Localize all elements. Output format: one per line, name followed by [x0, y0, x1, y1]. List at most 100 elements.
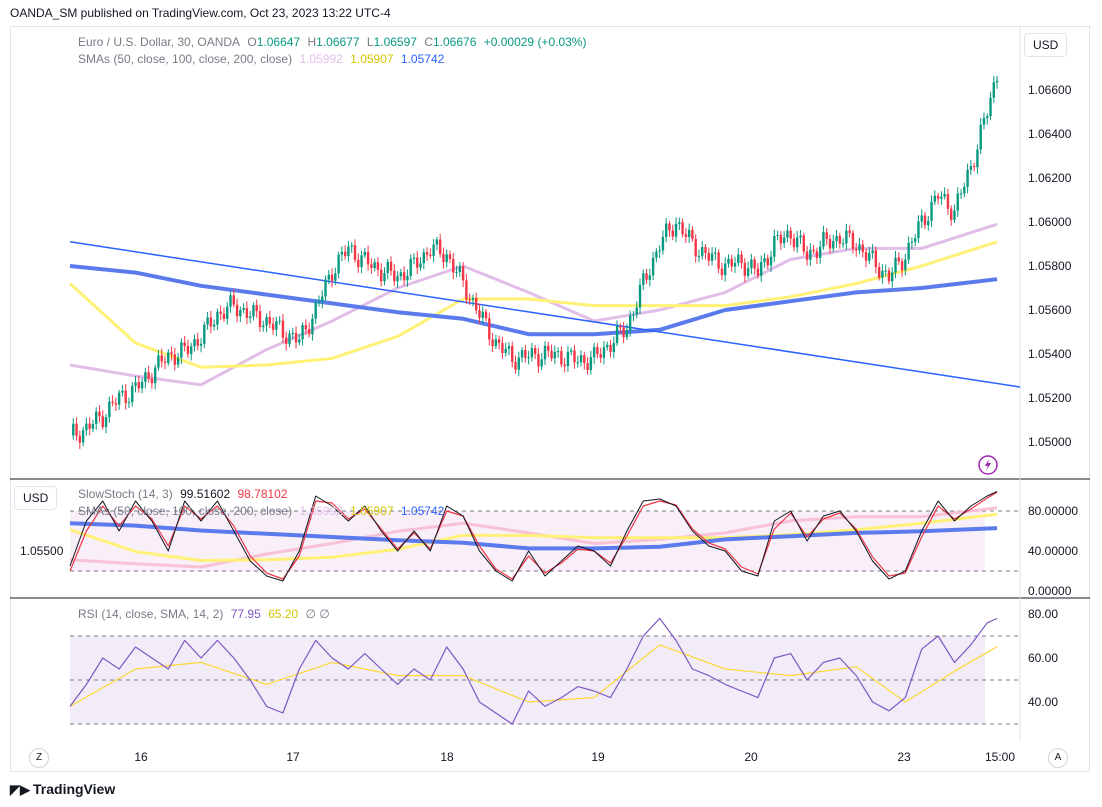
candle-body: [304, 325, 308, 330]
candle-body: [127, 402, 131, 404]
stoch-legend: SlowStoch (14, 3) 99.51602 98.78102: [78, 487, 292, 501]
candle-body: [828, 238, 832, 249]
price-tick-label: 1.05000: [1028, 435, 1072, 449]
candle-body: [894, 257, 897, 273]
zoom-button[interactable]: Z: [29, 748, 49, 768]
candle-body: [936, 195, 940, 199]
candle-body: [199, 343, 203, 346]
candle-body: [720, 268, 724, 276]
candle-body: [668, 223, 671, 231]
candle-body: [432, 244, 435, 256]
auto-scale-button[interactable]: A: [1048, 748, 1068, 768]
candle-body: [871, 250, 874, 254]
candle-body: [475, 297, 478, 311]
candle-body: [570, 350, 573, 352]
candle-body: [615, 325, 619, 344]
candle-body: [923, 215, 927, 226]
candle-body: [343, 251, 347, 257]
candle-body: [484, 311, 488, 319]
candle-body: [524, 350, 527, 358]
candle-body: [687, 229, 691, 237]
time-tick-label: 16: [134, 750, 148, 764]
candle-body: [776, 234, 779, 236]
rsi-ma-value: 65.20: [268, 607, 299, 621]
candle-body: [137, 382, 140, 389]
stoch-sma50-line: [69, 506, 998, 569]
currency-button-main[interactable]: USD: [1024, 33, 1068, 57]
candle-body: [203, 324, 206, 344]
l-label: L: [366, 35, 374, 49]
candle-body: [337, 254, 340, 274]
candle-body: [481, 311, 484, 318]
candle-body: [753, 259, 756, 269]
sma-label[interactable]: SMAs (50, close, 100, close, 200, close): [78, 52, 293, 66]
candle-body: [553, 351, 557, 359]
candle-body: [170, 352, 173, 355]
candle-body: [760, 262, 763, 276]
candle-body: [216, 311, 219, 325]
candle-body: [242, 308, 245, 311]
rsi-label[interactable]: RSI (14, close, SMA, 14, 2): [78, 607, 224, 621]
stoch-sma100-line: [69, 512, 998, 562]
rsi-legend: RSI (14, close, SMA, 14, 2) 77.95 65.20 …: [78, 607, 334, 621]
candle-body: [268, 316, 272, 324]
candle-body: [877, 267, 881, 278]
candle-body: [281, 320, 285, 338]
time-tick-label: 15:00: [984, 750, 1016, 764]
candle-body: [815, 251, 819, 258]
candle-body: [746, 268, 750, 276]
candle-body: [438, 239, 442, 255]
candle-body: [402, 272, 406, 281]
candle-body: [488, 318, 491, 340]
currency-button-stoch[interactable]: USD: [14, 486, 58, 510]
candle-body: [347, 246, 350, 257]
candle-body: [710, 253, 714, 261]
symbol-label[interactable]: Euro / U.S. Dollar, 30, OANDA: [78, 35, 241, 49]
candle-body: [809, 249, 812, 260]
candle-body: [848, 230, 851, 233]
candle-body: [324, 279, 327, 297]
candle-body: [796, 237, 799, 248]
sma200-line: [69, 264, 998, 337]
candle-body: [599, 354, 602, 358]
candle-body: [373, 262, 376, 269]
candle-body: [966, 169, 969, 187]
candle-body: [560, 351, 563, 365]
candle-body: [252, 305, 255, 317]
candle-body: [995, 80, 999, 83]
stoch-label[interactable]: SlowStoch (14, 3): [78, 487, 173, 501]
o-value: 1.06647: [256, 35, 301, 49]
candle-body: [612, 343, 615, 352]
candle-body: [887, 270, 891, 282]
candle-body: [471, 297, 475, 300]
candle-body: [501, 343, 504, 353]
candle-body: [212, 324, 216, 327]
candle-body: [455, 271, 458, 273]
candle-body: [153, 367, 157, 384]
candle-body: [357, 259, 360, 267]
price-tick-label: 1.05800: [1028, 259, 1072, 273]
candle-body: [114, 403, 118, 405]
candle-body: [353, 245, 357, 260]
candle-body: [891, 272, 894, 282]
rsi-background: [70, 635, 1020, 725]
alert-icon[interactable]: [978, 455, 998, 475]
candle-body: [425, 252, 429, 255]
candle-body: [573, 350, 576, 363]
candle-body: [930, 201, 933, 221]
candle-body: [321, 296, 324, 302]
candle-body: [186, 345, 190, 354]
candle-body: [88, 423, 91, 429]
brand-label: TradingView: [33, 781, 116, 797]
candle-body: [248, 316, 252, 318]
candle-body: [763, 258, 766, 263]
stoch-sma100-value: 1.05907: [350, 504, 394, 518]
stoch-sma50-value: 1.05992: [299, 504, 343, 518]
stoch-k-line: [69, 491, 998, 582]
candle-body: [111, 401, 114, 404]
candle-body: [527, 357, 530, 359]
h-label: H: [307, 35, 317, 49]
stoch-sma-label[interactable]: SMAs (50, close, 100, close, 200, close): [78, 504, 293, 518]
time-tick-label: 18: [440, 750, 454, 764]
